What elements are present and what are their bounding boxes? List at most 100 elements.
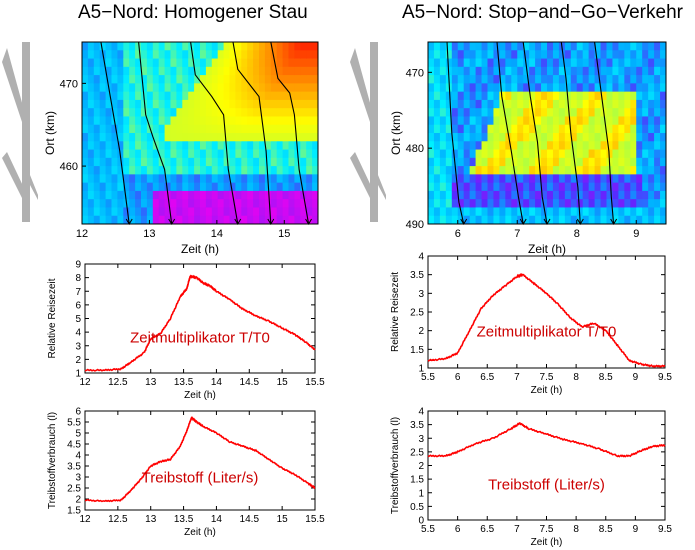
heatmap-cell: [445, 207, 453, 217]
heatmap-cell: [117, 42, 124, 51]
heatmap-cell: [451, 133, 459, 142]
x-tick-label: 14: [211, 228, 223, 240]
heatmap-cell: [247, 149, 254, 159]
heatmap-cell: [247, 207, 254, 217]
heatmap-cell: [152, 91, 160, 101]
heatmap-cell: [217, 149, 224, 159]
heatmap-cell: [439, 166, 447, 175]
heatmap-cell: [152, 83, 160, 93]
heatmap-cell: [211, 207, 219, 217]
heatmap-cell: [99, 182, 106, 192]
heatmap-cell: [624, 207, 631, 217]
heatmap-cell: [457, 124, 465, 134]
heatmap-cell: [481, 91, 488, 101]
heatmap-cell: [211, 58, 219, 68]
heatmap-cell: [200, 166, 207, 175]
heatmap-cell: [457, 75, 465, 84]
heatmap-cell: [439, 207, 447, 217]
heatmap-cell: [170, 141, 177, 150]
heatmap-cell: [588, 83, 595, 93]
heatmap-cell: [306, 58, 313, 68]
heatmap-cell: [523, 124, 530, 134]
heatmap-cell: [439, 149, 447, 159]
heatmap-cell: [463, 99, 471, 109]
heatmap-cell: [642, 207, 649, 217]
heatmap-cell: [241, 91, 248, 101]
heatmap-cell: [642, 75, 649, 84]
heatmap-cell: [194, 190, 201, 200]
heatmap-cell: [588, 58, 595, 68]
heatmap-cell: [241, 190, 248, 200]
y-tick-label: 3.5: [410, 270, 424, 281]
heatmap-cell: [164, 215, 171, 225]
heatmap-cell: [105, 166, 112, 175]
x-tick-label: 7: [514, 228, 520, 240]
heatmap-cell: [481, 116, 488, 126]
heatmap-cell: [93, 50, 101, 59]
heatmap-cell: [176, 58, 183, 68]
heatmap-cell: [135, 190, 142, 200]
heatmap-cell: [600, 66, 607, 76]
heatmap-cell: [493, 149, 500, 159]
plot-frame: [84, 410, 316, 511]
heatmap-cell: [547, 42, 554, 51]
heatmap-cell: [654, 190, 661, 200]
heatmap-cell: [253, 75, 260, 84]
heatmap-cell: [547, 215, 554, 225]
heatmap-cell: [618, 108, 625, 117]
y-tick-label: 1: [418, 364, 424, 375]
heatmap-cell: [439, 141, 447, 150]
heatmap-cell: [93, 215, 101, 225]
heatmap-cell: [200, 116, 207, 126]
heatmap-cell: [87, 83, 95, 93]
heatmap-cell: [457, 42, 465, 51]
heatmap-cell: [270, 199, 278, 208]
heatmap-cell: [475, 58, 482, 68]
heatmap-cell: [300, 174, 307, 184]
heatmap-cell: [182, 42, 189, 51]
heatmap-cell: [552, 190, 560, 200]
heatmap-cell: [188, 199, 195, 208]
x-tick-label: 7: [514, 372, 520, 383]
vehicle-trajectory: [594, 41, 615, 225]
y-tick-label: 3.5: [410, 420, 424, 431]
heatmap-cell: [606, 91, 613, 101]
heatmap-cell: [211, 215, 219, 225]
heatmap-cell: [517, 66, 524, 76]
heatmap-cell: [217, 83, 224, 93]
heatmap-cell: [241, 215, 248, 225]
heatmap-cell: [276, 166, 283, 175]
heatmap-cell: [618, 116, 625, 126]
heatmap-cell: [158, 66, 165, 76]
heatmap-cell: [624, 199, 631, 208]
heatmap-cell: [457, 174, 465, 184]
heatmap-cell: [247, 141, 254, 150]
heatmap-cell: [205, 182, 213, 192]
heatmap-cell: [188, 124, 195, 134]
heatmap-cell: [511, 207, 518, 217]
heatmap-cell: [523, 199, 530, 208]
heatmap-cell: [288, 66, 295, 76]
heatmap-cell: [217, 174, 224, 184]
heatmap-cell: [300, 83, 307, 93]
heatmap-cell: [135, 174, 142, 184]
heatmap-cell: [529, 42, 536, 51]
heatmap-cell: [600, 50, 607, 59]
x-tick-label: 8: [573, 372, 579, 383]
heatmap-cell: [428, 166, 435, 175]
x-tick-label: 15: [277, 377, 289, 388]
heatmap-cell: [564, 75, 572, 84]
heatmap-cell: [487, 75, 494, 84]
heatmap-cell: [654, 166, 661, 175]
heatmap-cell: [499, 124, 506, 134]
heatmap-cell: [312, 141, 319, 150]
heatmap-cell: [576, 190, 584, 200]
heatmap-cell: [182, 124, 189, 134]
heatmap-cell: [505, 116, 512, 126]
heatmap-cell: [523, 215, 530, 225]
heatmap-cell: [129, 149, 136, 159]
heatmap-cell: [612, 83, 619, 93]
heatmap-cell: [82, 75, 89, 84]
heatmap-cell: [475, 149, 482, 159]
heatmap-cell: [129, 199, 136, 208]
